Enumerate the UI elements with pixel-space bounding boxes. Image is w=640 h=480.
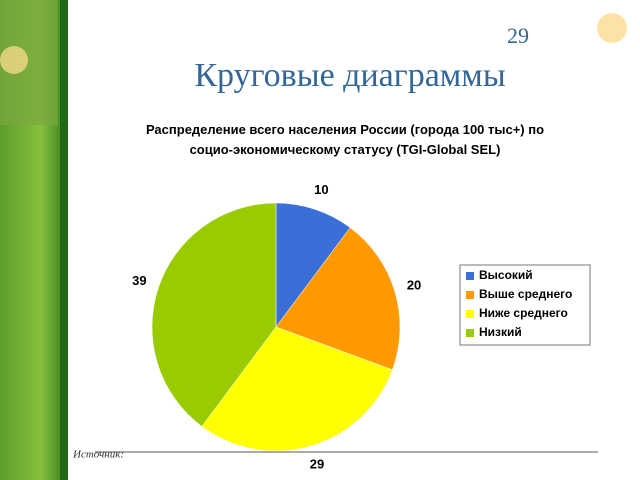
deco-circle <box>0 46 28 74</box>
data-label: 39 <box>132 273 146 288</box>
legend-label: Высокий <box>479 268 533 282</box>
legend-swatch <box>466 291 474 299</box>
pie-slice <box>275 202 351 328</box>
data-label: 10 <box>314 182 328 197</box>
legend-swatch <box>466 310 474 318</box>
legend-label: Низкий <box>479 325 522 339</box>
legend-swatch <box>466 329 474 337</box>
deco-circle <box>597 13 627 43</box>
data-label: 20 <box>407 277 421 292</box>
source-label: Источник: <box>72 449 124 461</box>
legend-label: Выше среднего <box>479 287 572 301</box>
data-label: 29 <box>310 456 324 471</box>
slide-title: Круговые диаграммы <box>194 57 505 94</box>
page-number: 29 <box>507 23 529 48</box>
legend-swatch <box>466 272 474 280</box>
pie-slice <box>201 326 393 452</box>
chart-title: Распределение всего населения России (го… <box>145 122 545 157</box>
side-edge <box>60 0 68 480</box>
legend-label: Ниже среднего <box>479 306 568 320</box>
pie-slice <box>151 202 277 427</box>
pie-slice <box>275 227 401 371</box>
legend-box <box>459 264 591 346</box>
